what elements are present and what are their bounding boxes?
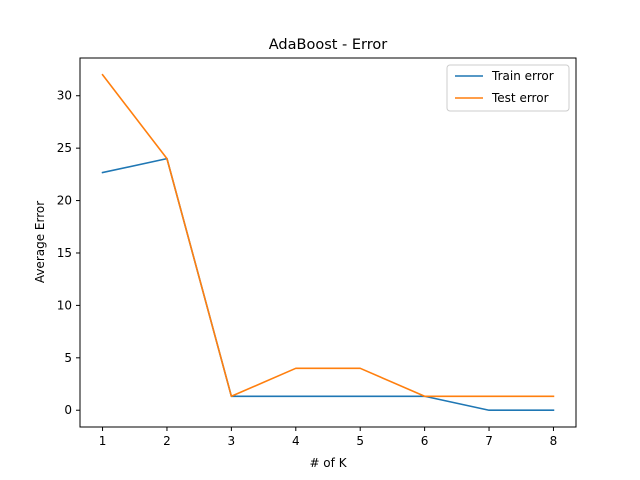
y-tick-label: 10 <box>57 298 72 312</box>
y-tick-label: 25 <box>57 141 72 155</box>
x-tick-label: 7 <box>485 434 493 448</box>
axes-frame <box>79 57 577 428</box>
x-axis-label: # of K <box>309 456 347 470</box>
x-tick-label: 3 <box>228 434 236 448</box>
series-line-test-error <box>101 73 555 398</box>
x-tick-label: 1 <box>99 434 107 448</box>
plot-area: 1 2 3 4 5 6 7 8 0 5 10 15 20 25 30 <box>57 73 558 448</box>
x-tick-label: 5 <box>356 434 364 448</box>
x-tick-label: 2 <box>163 434 171 448</box>
y-tick-label: 5 <box>64 351 72 365</box>
y-tick-label: 30 <box>57 89 72 103</box>
x-tick-label: 6 <box>421 434 429 448</box>
y-tick-label: 0 <box>64 403 72 417</box>
y-tick-label: 20 <box>57 194 72 208</box>
legend: Train error Test error <box>446 64 570 112</box>
x-tick-label: 8 <box>550 434 558 448</box>
chart-title: AdaBoost - Error <box>269 37 388 53</box>
y-tick-label: 15 <box>57 246 72 260</box>
x-tick-label: 4 <box>292 434 300 448</box>
legend-entry: Train error <box>491 69 554 83</box>
y-axis-label: Average Error <box>33 201 47 283</box>
legend-entry: Test error <box>491 91 549 105</box>
